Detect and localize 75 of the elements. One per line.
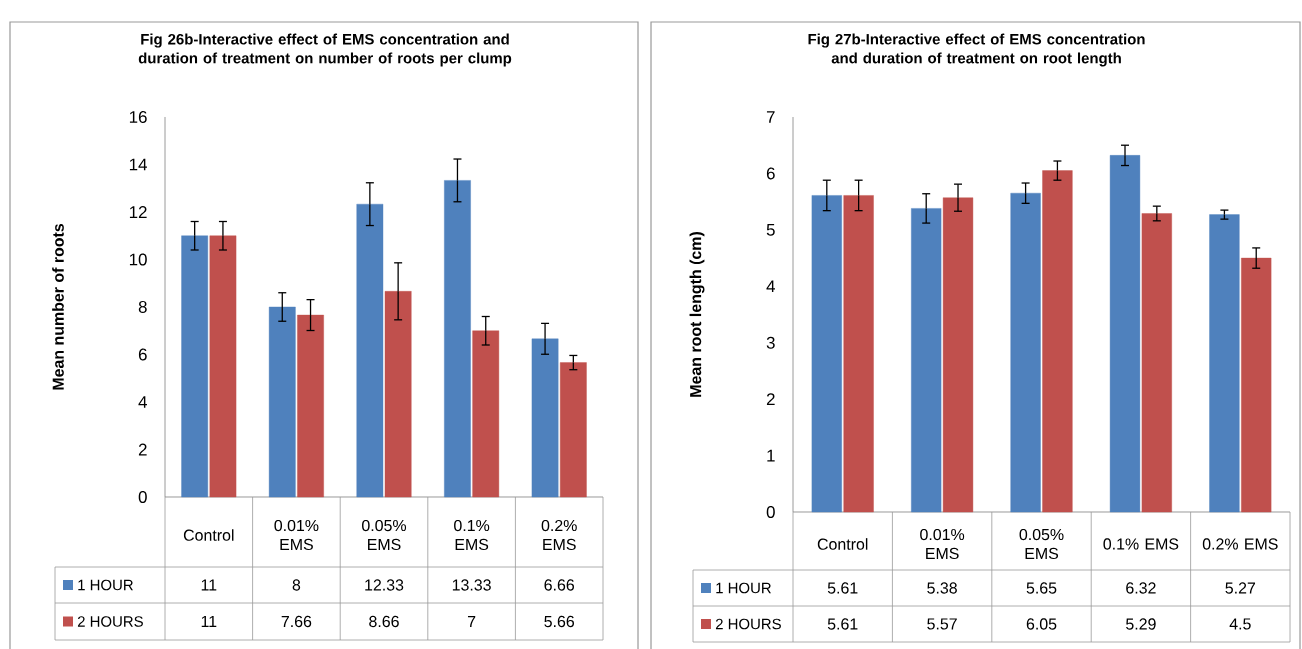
legend-label: 2 HOURS bbox=[715, 618, 781, 630]
x-tick-label: 0.01% EMS bbox=[920, 528, 965, 560]
x-tick-label: 0.1% EMS bbox=[1103, 538, 1179, 550]
data-label: 13.33 bbox=[452, 579, 491, 591]
y-tick-label: 5 bbox=[766, 223, 775, 236]
legend-label: 2 HOURS bbox=[77, 616, 143, 627]
data-label: 12.33 bbox=[365, 579, 404, 591]
y-tick-label: 6 bbox=[766, 167, 775, 180]
y-axis-title: Mean number of roots bbox=[52, 223, 64, 390]
x-tick-label: 0.05% EMS bbox=[1019, 528, 1064, 560]
bar bbox=[1010, 192, 1041, 513]
y-tick-label: 6 bbox=[138, 348, 147, 361]
bar bbox=[384, 291, 412, 498]
bar bbox=[1141, 213, 1172, 513]
data-label: 5.61 bbox=[827, 618, 858, 630]
legend-label: 1 HOUR bbox=[78, 579, 133, 591]
bar bbox=[1042, 170, 1073, 513]
bar bbox=[560, 362, 587, 498]
data-label: 6.32 bbox=[1126, 582, 1156, 594]
bar bbox=[531, 338, 559, 498]
bar bbox=[356, 203, 384, 498]
y-tick-label: 2 bbox=[138, 443, 147, 456]
data-label: 6.66 bbox=[544, 579, 575, 591]
data-label: 8.66 bbox=[369, 615, 399, 628]
data-label: 11 bbox=[201, 616, 217, 627]
bar bbox=[811, 195, 842, 513]
bar bbox=[268, 306, 296, 498]
data-label: 11 bbox=[201, 579, 217, 591]
y-tick-label: 16 bbox=[129, 111, 147, 123]
chart-title: Fig 26b-Interactive effect of EMS concentration and duration of treatment on number of roots per clump bbox=[138, 33, 512, 67]
data-label: 4.5 bbox=[1229, 618, 1251, 630]
bar bbox=[472, 330, 500, 498]
x-tick-label: Control bbox=[183, 529, 234, 541]
y-tick-label: 4 bbox=[766, 280, 775, 293]
chart-title: Fig 27b-Interactive effect of EMS concentration and duration of treatment on root length bbox=[808, 33, 1145, 67]
y-tick-label: 0 bbox=[766, 506, 775, 518]
y-tick-label: 7 bbox=[766, 111, 775, 123]
bar bbox=[209, 235, 237, 498]
bar bbox=[942, 197, 974, 513]
bar bbox=[1109, 155, 1141, 513]
data-label: 5.61 bbox=[827, 582, 858, 594]
data-label: 5.65 bbox=[1026, 582, 1057, 594]
data-label: 5.38 bbox=[927, 582, 957, 594]
bar bbox=[911, 208, 942, 513]
bar bbox=[843, 195, 874, 513]
data-label: 8 bbox=[292, 579, 301, 591]
y-tick-label: 2 bbox=[766, 393, 775, 406]
data-label: 7 bbox=[467, 616, 476, 627]
data-label: 5.29 bbox=[1126, 618, 1156, 630]
data-label: 6.05 bbox=[1026, 618, 1057, 630]
y-axis-title: Mean root length (cm) bbox=[689, 232, 705, 397]
data-label: 7.66 bbox=[281, 615, 312, 628]
data-label: 5.57 bbox=[927, 618, 957, 630]
y-tick-label: 14 bbox=[129, 158, 147, 171]
y-tick-label: 0 bbox=[138, 491, 147, 503]
bar bbox=[181, 235, 208, 498]
y-tick-label: 12 bbox=[129, 206, 147, 218]
x-tick-label: 0.1% EMS bbox=[454, 519, 490, 551]
x-tick-label: 0.01% EMS bbox=[274, 519, 319, 551]
bar bbox=[1209, 214, 1240, 513]
y-tick-label: 8 bbox=[138, 301, 147, 313]
x-tick-label: 0.2% EMS bbox=[541, 519, 577, 551]
x-tick-label: 0.2% EMS bbox=[1202, 538, 1278, 550]
x-tick-label: Control bbox=[817, 538, 868, 550]
y-tick-label: 4 bbox=[138, 396, 147, 408]
y-tick-label: 3 bbox=[766, 336, 775, 349]
legend-label: 1 HOUR bbox=[716, 582, 771, 594]
y-tick-label: 10 bbox=[129, 253, 147, 266]
x-tick-label: 0.05% EMS bbox=[362, 519, 407, 551]
bar bbox=[297, 314, 324, 498]
data-label: 5.66 bbox=[544, 615, 575, 628]
bar bbox=[444, 180, 471, 498]
y-tick-label: 1 bbox=[767, 449, 775, 462]
bar bbox=[1241, 257, 1272, 513]
data-label: 5.27 bbox=[1225, 582, 1256, 594]
